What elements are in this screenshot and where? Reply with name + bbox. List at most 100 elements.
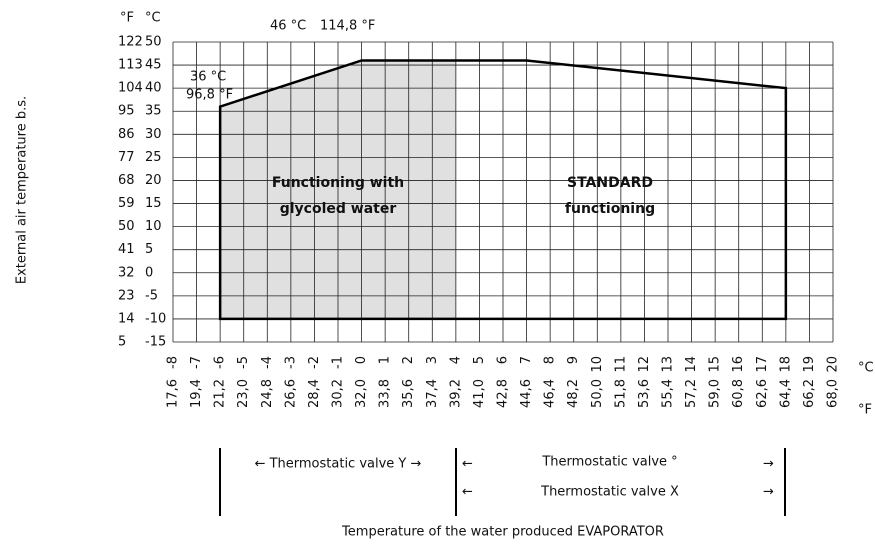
- y-tick-label: 25: [145, 150, 162, 165]
- y-tick-label: -15: [145, 335, 166, 350]
- x2-tick-label: 30,2: [331, 379, 346, 408]
- x2-tick-label: 35,6: [401, 379, 416, 408]
- x-tick-label: 6: [496, 356, 511, 364]
- x2-tick-label: 37,4: [425, 379, 440, 408]
- x-tick-label: 14: [684, 356, 699, 373]
- y-tick-label: 20: [145, 173, 162, 188]
- x2-tick-label: 23,0: [236, 379, 251, 408]
- x-tick-label: 18: [778, 356, 793, 373]
- x-tick-label: 15: [708, 356, 723, 373]
- region-label: glycoled water: [280, 201, 397, 217]
- x-tick-label: -8: [166, 356, 181, 369]
- y2-unit: °F: [120, 11, 134, 26]
- x-tick-label: 1: [378, 356, 393, 364]
- x2-tick-label: 28,4: [307, 379, 322, 408]
- y2-tick-label: 41: [118, 242, 135, 257]
- x2-tick-label: 62,6: [755, 379, 770, 408]
- y-tick-label: 45: [145, 58, 162, 73]
- arrow: →: [763, 485, 774, 500]
- valve-label: ← Thermostatic valve Y →: [255, 457, 422, 472]
- x-tick-label: -7: [189, 356, 204, 369]
- y2-tick-label: 77: [118, 150, 135, 165]
- x-tick-label: 0: [354, 356, 369, 364]
- x-tick-label: -5: [236, 356, 251, 369]
- y2-tick-label: 122: [118, 35, 143, 50]
- region-label: STANDARD: [567, 175, 653, 191]
- envelope: [218, 59, 788, 321]
- x2-tick-label: 68,0: [826, 379, 841, 408]
- y2-tick-label: 68: [118, 173, 135, 188]
- y-tick-label: -10: [145, 311, 166, 326]
- x-tick-label: 5: [472, 356, 487, 364]
- annotation: 114,8 °F: [320, 19, 375, 34]
- x-tick-label: 19: [802, 356, 817, 373]
- arrow: ←: [462, 485, 473, 500]
- x-tick-label: 10: [590, 356, 605, 373]
- y2-tick-label: 50: [118, 219, 135, 234]
- y2-tick-label: 86: [118, 127, 135, 142]
- y-tick-label: -5: [145, 288, 158, 303]
- x-tick-label: -2: [307, 356, 322, 369]
- y2-tick-label: 104: [118, 81, 143, 96]
- valve-dividers: [219, 448, 786, 516]
- x2-tick-label: 59,0: [708, 379, 723, 408]
- x2-tick-label: 57,2: [684, 379, 699, 408]
- y2-tick-label: 95: [118, 104, 135, 119]
- x2-tick-label: 48,2: [566, 379, 581, 408]
- arrow: ←: [462, 457, 473, 472]
- x2-tick-label: 39,2: [448, 379, 463, 408]
- y2-tick-label: 23: [118, 288, 135, 303]
- region-label: functioning: [565, 201, 655, 217]
- x2-tick-label: 32,0: [354, 379, 369, 408]
- x2-tick-label: 51,8: [613, 379, 628, 408]
- x2-tick-label: 50,0: [590, 379, 605, 408]
- x2-tick-label: 66,2: [802, 379, 817, 408]
- x-tick-label: 20: [826, 356, 841, 373]
- x2-tick-label: 17,6: [166, 379, 181, 408]
- y2-tick-label: 59: [118, 196, 135, 211]
- x-tick-label: 7: [519, 356, 534, 364]
- x-tick-label: 2: [401, 356, 416, 364]
- y2-tick-label: 5: [118, 335, 126, 350]
- x2-tick-label: 19,4: [189, 379, 204, 408]
- y-tick-label: 40: [145, 81, 162, 96]
- y-tick-label: 5: [145, 242, 153, 257]
- x-unit: °C: [858, 361, 874, 376]
- x2-unit: °F: [858, 403, 872, 418]
- x2-tick-label: 55,4: [661, 379, 676, 408]
- annotation: 36 °C: [190, 70, 226, 85]
- y-axis-label: External air temperature b.s.: [15, 96, 30, 284]
- x-tick-label: 9: [566, 356, 581, 364]
- y-tick-label: 0: [145, 265, 153, 280]
- y2-tick-label: 32: [118, 265, 135, 280]
- x-tick-label: 17: [755, 356, 770, 373]
- x2-tick-label: 60,8: [731, 379, 746, 408]
- x-tick-label: -4: [260, 356, 275, 369]
- y-tick-label: 10: [145, 219, 162, 234]
- x2-tick-label: 53,6: [637, 379, 652, 408]
- x-tick-label: 12: [637, 356, 652, 373]
- y-tick-label: 50: [145, 35, 162, 50]
- x-tick-label: -1: [331, 356, 346, 369]
- valve-label: Thermostatic valve X: [540, 485, 679, 500]
- x-tick-label: -3: [283, 356, 298, 369]
- x2-tick-label: 42,8: [496, 379, 511, 408]
- annotation: 46 °C: [270, 19, 306, 34]
- valve-label: Thermostatic valve °: [541, 455, 677, 470]
- x-tick-label: -6: [213, 356, 228, 369]
- x2-tick-label: 64,4: [778, 379, 793, 408]
- y2-tick-label: 113: [118, 58, 143, 73]
- y-tick-label: 35: [145, 104, 162, 119]
- x2-tick-label: 46,4: [543, 379, 558, 408]
- x2-tick-label: 26,6: [283, 379, 298, 408]
- x-tick-label: 11: [613, 356, 628, 373]
- x-tick-label: 4: [448, 356, 463, 364]
- x-tick-label: 13: [661, 356, 676, 373]
- x-axis-label: Temperature of the water produced EVAPOR…: [341, 525, 664, 540]
- x2-tick-label: 21,2: [213, 379, 228, 408]
- x2-tick-label: 33,8: [378, 379, 393, 408]
- annotation: 96,8 °F: [186, 88, 233, 103]
- y-tick-label: 30: [145, 127, 162, 142]
- x2-tick-label: 24,8: [260, 379, 275, 408]
